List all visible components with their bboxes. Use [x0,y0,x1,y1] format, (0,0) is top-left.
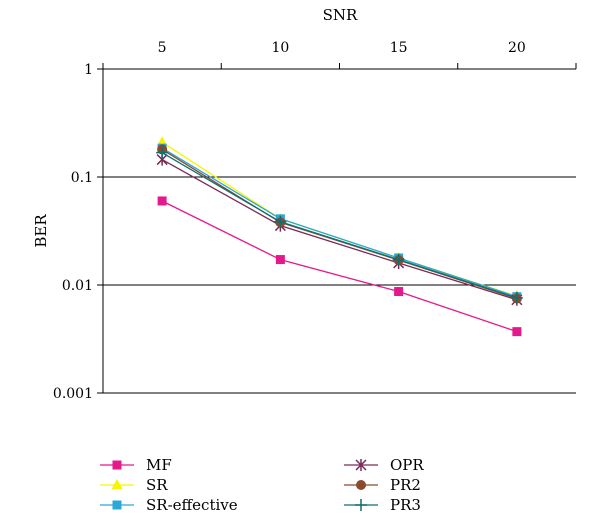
legend-item-sr: SR [100,476,168,494]
legend-label: SR [146,476,168,494]
y-tick-label: 1 [84,62,93,78]
legend-item-sr-effective: SR-effective [100,496,238,514]
y-axis-title: BER [32,214,50,248]
y-tick-label: 0.001 [53,386,93,402]
legend-label: OPR [390,456,424,474]
x-ticks: 5 10 15 20 [102,40,577,69]
y-ticks: 1 0.1 0.01 0.001 [53,62,103,402]
legend-item-mf: MF [100,456,172,474]
series-line-pr3 [161,152,518,299]
legend-item-pr3: PR3 [344,496,421,514]
series-pr3 [156,146,523,304]
legend-marker [355,499,367,511]
series-sr-effective [157,143,522,302]
series-line-sr-effective [161,147,518,298]
y-tick-label: 0.01 [62,278,93,294]
series-line-sr [161,141,518,297]
series-line-mf [161,200,518,333]
legend-marker [355,459,367,471]
data-point-pr3 [510,291,523,304]
axes [102,68,576,393]
legend-label: PR3 [390,496,421,514]
data-point-pr3 [156,146,169,159]
series-group [156,136,523,337]
legend-label: MF [146,456,172,474]
legend-label: SR-effective [146,496,238,514]
data-point-mf [512,327,522,337]
data-point-mf [157,196,167,206]
x-axis-title: SNR [323,6,358,24]
x-tick-label: 15 [390,40,408,56]
series-line-opr [161,159,518,301]
data-point-mf [394,287,404,297]
legend-marker [112,460,122,470]
y-tick-label: 0.1 [71,170,93,186]
legend-marker [111,479,123,489]
grid-lines [103,176,576,394]
data-point-pr3 [392,253,405,266]
legend-item-opr: OPR [344,456,424,474]
legend-label: PR2 [390,476,421,494]
x-tick-label: 5 [158,40,167,56]
legend-item-pr2: PR2 [344,476,421,494]
data-point-pr3 [274,215,287,228]
series-mf [157,196,522,337]
data-point-mf [275,255,285,265]
legend: MF SR SR-effective OPR PR2 PR3 [100,456,424,514]
legend-marker [356,480,366,490]
x-tick-label: 10 [271,40,289,56]
legend-marker [112,500,122,510]
x-tick-label: 20 [508,40,526,56]
